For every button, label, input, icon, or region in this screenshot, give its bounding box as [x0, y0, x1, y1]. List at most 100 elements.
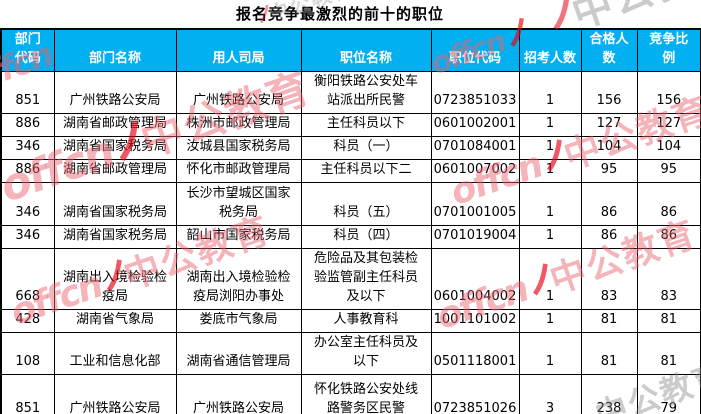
cell-recruit-count: 1 — [518, 248, 582, 310]
cell-position-name: 科员（四） — [300, 225, 432, 249]
header-row: 部门 代码 部门名称 用人司局 职位名称 职位代码 招考人数 合格人 数 竞争比… — [0, 28, 701, 72]
cell-bureau: 株洲市邮政管理局 — [175, 113, 302, 137]
table-row: 346 湖南省国家税务局 汝城县国家税务局 科员（一） 0701084001 1 104 10… — [0, 136, 701, 160]
cell-dept-code: 428 — [0, 309, 55, 333]
col-header-recruit-count: 招考人数 — [518, 28, 582, 72]
cell-competition-ratio: 104 — [636, 136, 701, 160]
cell-position-code: 0501118001 — [430, 332, 520, 375]
cell-dept-code: 346 — [0, 182, 55, 226]
cell-qualified-count: 127 — [580, 113, 638, 137]
cell-dept-name: 工业和信息化部 — [53, 332, 177, 375]
cell-bureau: 娄底市气象局 — [175, 309, 302, 333]
cell-competition-ratio: 156 — [636, 71, 701, 114]
table-row: 428 湖南省气象局 娄底市气象局 人事教育科 1001101002 1 81 81 — [0, 309, 701, 333]
cell-dept-name: 广州铁路公安局 — [53, 374, 177, 414]
col-header-competition-ratio: 竞争比 例 — [636, 28, 701, 72]
cell-bureau: 怀化市邮政管理局 — [175, 159, 302, 183]
table-row: 668 湖南出入境检验检 疫局 湖南出入境检验检 疫局浏阳办事处 危险品及其包装检 验… — [0, 248, 701, 310]
table-row: 886 湖南省邮政管理局 怀化市邮政管理局 主任科员以下二 0601007002 1 95 9… — [0, 159, 701, 183]
cell-position-code: 0601007002 — [430, 159, 520, 183]
cell-competition-ratio: 79 — [636, 374, 701, 414]
col-header-position-code: 职位代码 — [430, 28, 520, 72]
cell-competition-ratio: 81 — [636, 309, 701, 333]
cell-position-code: 0723851033 — [430, 71, 520, 114]
table-row: 108 工业和信息化部 湖南省通信管理局 办公室主任科员及 以下 0501118001 1… — [0, 332, 701, 375]
competition-table: 部门 代码 部门名称 用人司局 职位名称 职位代码 招考人数 合格人 数 竞争比… — [0, 28, 701, 414]
cell-dept-name: 广州铁路公安局 — [53, 71, 177, 114]
cell-competition-ratio: 127 — [636, 113, 701, 137]
col-header-bureau: 用人司局 — [175, 28, 302, 72]
cell-recruit-count: 1 — [518, 332, 582, 375]
cell-dept-code: 668 — [0, 248, 55, 310]
col-header-dept-code: 部门 代码 — [0, 28, 55, 72]
cell-bureau: 汝城县国家税务局 — [175, 136, 302, 160]
cell-dept-code: 346 — [0, 136, 55, 160]
cell-dept-code: 886 — [0, 113, 55, 137]
cell-dept-name: 湖南省国家税务局 — [53, 225, 177, 249]
cell-position-name: 办公室主任科员及 以下 — [300, 332, 432, 375]
cell-dept-name: 湖南省气象局 — [53, 309, 177, 333]
cell-bureau: 湖南出入境检验检 疫局浏阳办事处 — [175, 248, 302, 310]
table-row: 346 湖南省国家税务局 长沙市望城区国家 税务局 科员（五） 0701001005 1 8… — [0, 182, 701, 226]
cell-position-name: 科员（一） — [300, 136, 432, 160]
cell-qualified-count: 86 — [580, 225, 638, 249]
cell-qualified-count: 95 — [580, 159, 638, 183]
cell-qualified-count: 83 — [580, 248, 638, 310]
cell-dept-code: 346 — [0, 225, 55, 249]
col-header-dept-name: 部门名称 — [53, 28, 177, 72]
cell-position-code: 0601002001 — [430, 113, 520, 137]
cell-dept-name: 湖南省国家税务局 — [53, 136, 177, 160]
table-row: 886 湖南省邮政管理局 株洲市邮政管理局 主任科员以下 0601002001 1 127 1… — [0, 113, 701, 137]
cell-recruit-count: 1 — [518, 182, 582, 226]
cell-position-code: 0723851026 — [430, 374, 520, 414]
cell-position-name: 衡阳铁路公安处车 站派出所民警 — [300, 71, 432, 114]
cell-dept-name: 湖南省国家税务局 — [53, 182, 177, 226]
cell-bureau: 湖南省通信管理局 — [175, 332, 302, 375]
cell-position-code: 0601004002 — [430, 248, 520, 310]
cell-dept-name: 湖南省邮政管理局 — [53, 159, 177, 183]
cell-competition-ratio: 95 — [636, 159, 701, 183]
cell-position-name: 主任科员以下 — [300, 113, 432, 137]
cell-dept-name: 湖南出入境检验检 疫局 — [53, 248, 177, 310]
cell-position-name: 人事教育科 — [300, 309, 432, 333]
col-header-qualified-count: 合格人 数 — [580, 28, 638, 72]
cell-dept-code: 886 — [0, 159, 55, 183]
cell-dept-name: 湖南省邮政管理局 — [53, 113, 177, 137]
cell-dept-code: 851 — [0, 374, 55, 414]
cell-competition-ratio: 86 — [636, 225, 701, 249]
cell-recruit-count: 1 — [518, 136, 582, 160]
cell-position-name: 主任科员以下二 — [300, 159, 432, 183]
cell-position-code: 0701001005 — [430, 182, 520, 226]
cell-competition-ratio: 81 — [636, 332, 701, 375]
cell-position-name: 怀化铁路公安处线 路警务区民警 — [300, 374, 432, 414]
cell-position-code: 0701084001 — [430, 136, 520, 160]
cell-bureau: 广州铁路公安局 — [175, 71, 302, 114]
cell-qualified-count: 156 — [580, 71, 638, 114]
table-row: 851 广州铁路公安局 广州铁路公安局 衡阳铁路公安处车 站派出所民警 07238510… — [0, 71, 701, 114]
cell-recruit-count: 3 — [518, 374, 582, 414]
cell-position-code: 0701019004 — [430, 225, 520, 249]
cell-qualified-count: 104 — [580, 136, 638, 160]
cell-competition-ratio: 83 — [636, 248, 701, 310]
cell-bureau: 广州铁路公安局 — [175, 374, 302, 414]
cell-qualified-count: 86 — [580, 182, 638, 226]
cell-bureau: 韶山市国家税务局 — [175, 225, 302, 249]
cell-recruit-count: 1 — [518, 71, 582, 114]
cell-qualified-count: 81 — [580, 332, 638, 375]
table-body: 851 广州铁路公安局 广州铁路公安局 衡阳铁路公安处车 站派出所民警 07238510… — [0, 71, 701, 414]
cell-recruit-count: 1 — [518, 309, 582, 333]
cell-competition-ratio: 86 — [636, 182, 701, 226]
table-row: 346 湖南省国家税务局 韶山市国家税务局 科员（四） 0701019004 1 86 86 — [0, 225, 701, 249]
cell-position-name: 科员（五） — [300, 182, 432, 226]
cell-position-name: 危险品及其包装检 验监管副主任科员 及以下 — [300, 248, 432, 310]
page-title: 报名竞争最激烈的前十的职位 — [235, 5, 444, 23]
table-header: 部门 代码 部门名称 用人司局 职位名称 职位代码 招考人数 合格人 数 竞争比… — [0, 28, 701, 72]
cell-position-code: 1001101002 — [430, 309, 520, 333]
cell-bureau: 长沙市望城区国家 税务局 — [175, 182, 302, 226]
table-row: 851 广州铁路公安局 广州铁路公安局 怀化铁路公安处线 路警务区民警 07238510… — [0, 374, 701, 414]
cell-recruit-count: 1 — [518, 113, 582, 137]
col-header-position-name: 职位名称 — [300, 28, 432, 72]
cell-qualified-count: 238 — [580, 374, 638, 414]
cell-recruit-count: 1 — [518, 159, 582, 183]
